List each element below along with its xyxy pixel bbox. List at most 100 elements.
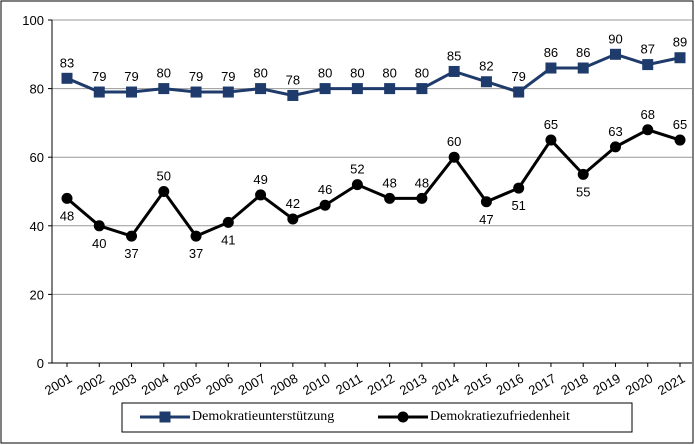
marker [642,124,654,136]
x-tick-label: 2015 [461,371,494,398]
data-label: 48 [382,175,396,190]
data-label: 49 [253,172,267,187]
x-tick-label: 2014 [429,371,462,398]
data-label: 65 [544,117,558,132]
marker [545,134,557,146]
marker [577,168,589,180]
data-label: 47 [479,212,493,227]
x-tick-label: 2005 [171,371,204,398]
x-tick-label: 2001 [42,371,75,398]
x-tick-label: 2012 [365,371,398,398]
marker [255,83,267,95]
data-label: 79 [189,69,203,84]
marker [609,141,621,153]
x-tick-label: 2006 [203,371,236,398]
x-tick-label: 2008 [268,371,301,398]
x-tick-label: 2011 [333,371,365,398]
marker [384,192,396,204]
data-label: 55 [576,184,590,199]
marker [384,83,396,95]
data-label: 87 [641,42,655,57]
marker [319,83,331,95]
marker [158,186,170,197]
data-label: 79 [92,69,106,84]
data-label: 80 [253,66,267,81]
marker [93,86,105,98]
marker [416,83,428,95]
data-label: 90 [608,31,622,46]
marker [126,86,138,98]
marker [126,230,138,242]
legend-label: Demokratieunterstützung [192,409,334,424]
data-label: 50 [157,169,171,184]
marker [190,86,202,98]
x-tick-label: 2004 [139,371,172,398]
marker [642,59,654,71]
marker [61,192,73,204]
x-tick-label: 2002 [74,371,107,398]
marker [61,72,73,84]
data-label: 68 [641,107,655,122]
data-label: 80 [318,66,332,81]
data-label: 86 [544,45,558,60]
data-label: 80 [415,66,429,81]
data-label: 79 [511,69,525,84]
data-label: 80 [157,66,171,81]
x-tick-label: 2020 [623,371,656,398]
marker [609,48,621,60]
y-tick-label: 40 [30,219,44,234]
legend-marker [397,411,409,423]
marker [93,220,105,232]
x-tick-label: 2013 [397,371,430,398]
marker [545,62,557,74]
marker [448,65,460,77]
data-label: 85 [447,48,461,63]
marker [190,230,202,242]
data-label: 86 [576,45,590,60]
marker [222,216,234,228]
data-label: 37 [124,246,138,261]
marker [287,213,299,225]
legend-label: Demokratiezufriedenheit [430,409,570,424]
data-label: 48 [415,175,429,190]
legend-box [121,402,633,433]
y-tick-label: 80 [30,82,44,97]
x-tick-label: 2003 [106,371,139,398]
marker [287,89,299,101]
x-tick-label: 2021 [655,371,688,398]
legend-marker [159,411,171,423]
data-label: 82 [479,59,493,74]
data-label: 46 [318,182,332,197]
y-tick-label: 20 [30,287,44,302]
data-label: 80 [350,66,364,81]
marker [480,196,492,208]
marker [351,83,363,95]
marker [255,189,267,201]
x-tick-label: 2016 [494,371,527,398]
data-label: 65 [673,117,687,132]
data-label: 83 [60,55,74,70]
marker [158,83,170,95]
data-label: 52 [350,162,364,177]
marker [448,151,460,163]
data-label: 63 [608,124,622,139]
x-tick-label: 2018 [558,371,591,398]
data-label: 51 [511,198,525,213]
marker [319,199,331,211]
x-tick-label: 2010 [300,371,333,398]
data-label: 78 [286,72,300,87]
y-tick-label: 0 [37,356,44,371]
series-line [66,128,681,238]
data-label: 60 [447,134,461,149]
marker [513,182,525,194]
x-tick-label: 2007 [236,371,269,398]
x-tick-label: 2017 [526,371,559,398]
data-label: 79 [221,69,235,84]
marker [577,62,589,74]
marker [513,86,525,98]
marker [222,86,234,98]
data-label: 41 [221,232,235,247]
marker [416,192,428,204]
